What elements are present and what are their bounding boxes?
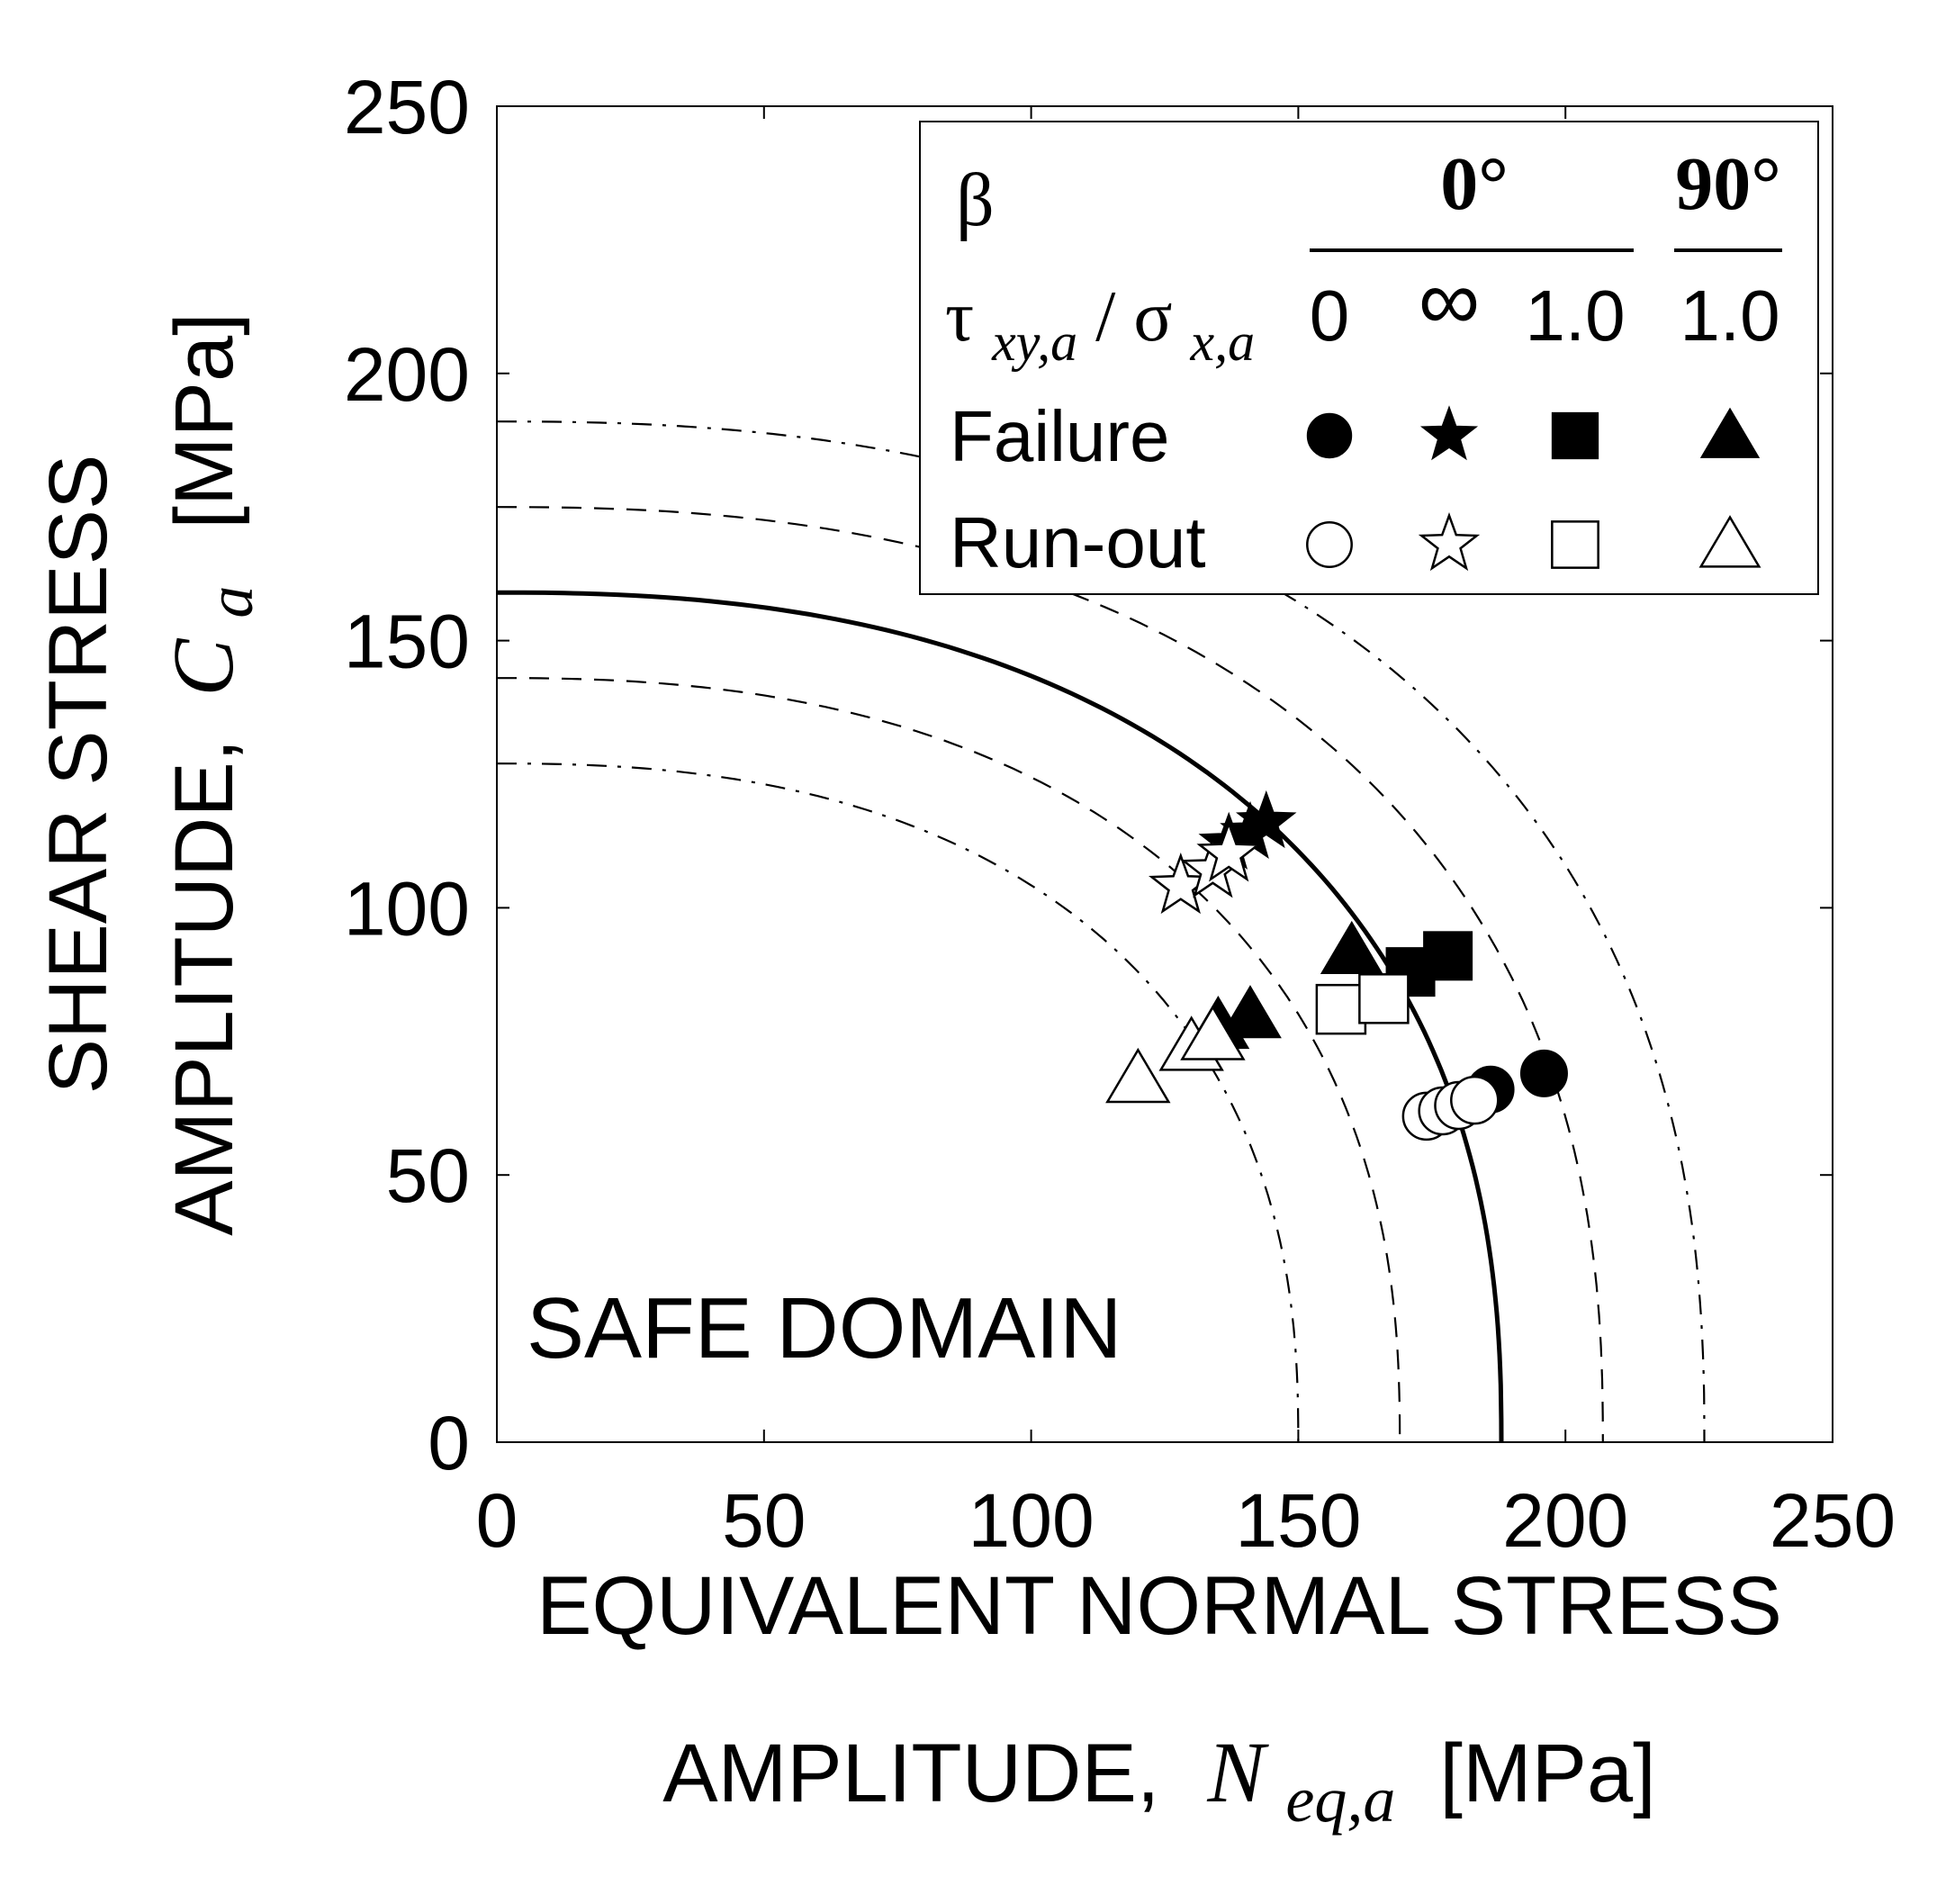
data-point-square-runout	[1315, 983, 1367, 1035]
plot-frame	[496, 105, 1833, 1443]
x-axis-title-subscript: eq,a	[1285, 1764, 1395, 1836]
legend-ratio-value-1-90deg: 1.0	[1680, 275, 1779, 356]
y-tick-label: 0	[428, 1401, 470, 1485]
legend-ratio-slash: /	[1095, 277, 1116, 356]
y-axis-title-prefix: AMPLITUDE,	[158, 739, 250, 1236]
data-point-triangle-runout	[1105, 1047, 1171, 1104]
legend-ratio-label: τ xy,a / σ x,a	[945, 277, 1255, 376]
data-point-star-runout	[1196, 820, 1262, 882]
x-tick-label: 0	[476, 1478, 518, 1563]
data-point-triangle-runout	[1180, 1005, 1246, 1060]
y-tick-label: 200	[344, 332, 470, 417]
curve-dashdot	[496, 762, 1300, 1443]
legend-ratio-tau-sub: xy,a	[991, 312, 1077, 372]
x-axis-title-line1-visible: EQUIVALENT NORMAL STRESS	[536, 1560, 1782, 1652]
y-tick-label: 50	[386, 1133, 470, 1218]
legend-ratio-value-0: 0	[1310, 275, 1350, 356]
x-tick-label: 150	[1235, 1478, 1361, 1563]
y-axis-title-line2: AMPLITUDE, C a [MPa]	[155, 312, 270, 1235]
legend-ratio-value-infinity: ∞	[1419, 252, 1480, 348]
legend-marker-circle-runout	[1306, 521, 1353, 568]
legend: β 0° 90° τ xy,a / σ x,a 0 ∞ 1.0 1.0 Fail…	[919, 121, 1819, 595]
x-tick-label: 100	[968, 1478, 1095, 1563]
data-point-circle-failure	[1519, 1049, 1568, 1097]
x-axis-title-unit: [MPa]	[1439, 1728, 1655, 1819]
legend-group-90deg: 90°	[1675, 142, 1781, 226]
y-tick-label: 150	[344, 600, 470, 684]
legend-marker-triangle-failure	[1699, 407, 1761, 458]
x-axis-title-symbol: N	[1206, 1724, 1269, 1820]
safe-domain-annotation: SAFE DOMAIN	[527, 1280, 1122, 1376]
x-tick-label: 200	[1502, 1478, 1628, 1563]
y-tick-label: 250	[344, 65, 470, 149]
legend-ratio-sigma: σ	[1133, 277, 1172, 356]
legend-beta-label: β	[956, 158, 995, 242]
y-axis-title-unit: [MPa]	[158, 312, 250, 528]
legend-ratio-sigma-sub: x,a	[1189, 312, 1255, 372]
y-axis-title-symbol: C	[155, 638, 251, 697]
data-markers	[1105, 790, 1568, 1141]
legend-group-0deg: 0°	[1440, 142, 1509, 226]
legend-ratio-value-1-0deg: 1.0	[1525, 275, 1625, 356]
legend-marker-square-failure	[1551, 411, 1599, 460]
axis-ticks: 0 50 100 150 200 250 0 50 100 150 200 250	[344, 65, 1896, 1563]
legend-marker-circle-failure	[1306, 412, 1353, 459]
data-point-circle-runout	[1450, 1075, 1500, 1125]
legend-ratio-tau: τ	[945, 277, 974, 356]
x-axis-title-line2: AMPLITUDE, N eq,a [MPa]	[662, 1724, 1655, 1839]
legend-marker-square-runout	[1551, 520, 1599, 569]
curve-dashed	[496, 506, 1604, 1443]
data-point-square-runout	[1358, 973, 1410, 1024]
y-axis-title-subscript: a	[194, 586, 266, 618]
x-tick-label: 50	[722, 1478, 806, 1563]
legend-marker-triangle-runout	[1698, 515, 1761, 568]
data-point-star-failure	[1236, 790, 1297, 849]
curve-dashed	[497, 677, 1401, 1443]
legend-box	[919, 121, 1819, 595]
legend-runout-label: Run-out	[950, 502, 1206, 582]
x-tick-label: 250	[1770, 1478, 1896, 1563]
x-axis-title-prefix: AMPLITUDE,	[662, 1728, 1159, 1819]
legend-marker-star-runout	[1418, 512, 1481, 572]
legend-failure-label: Failure	[950, 396, 1170, 476]
y-tick-label: 100	[344, 866, 470, 951]
data-point-triangle-failure	[1219, 985, 1282, 1039]
curve-dashdot	[496, 420, 1706, 1443]
legend-markers	[1306, 405, 1761, 572]
legend-marker-star-failure	[1419, 405, 1479, 461]
y-axis-title-line1: SHEAR STRESS	[32, 455, 124, 1095]
data-point-triangle-failure	[1320, 920, 1383, 974]
data-point-square-failure	[1423, 931, 1473, 981]
